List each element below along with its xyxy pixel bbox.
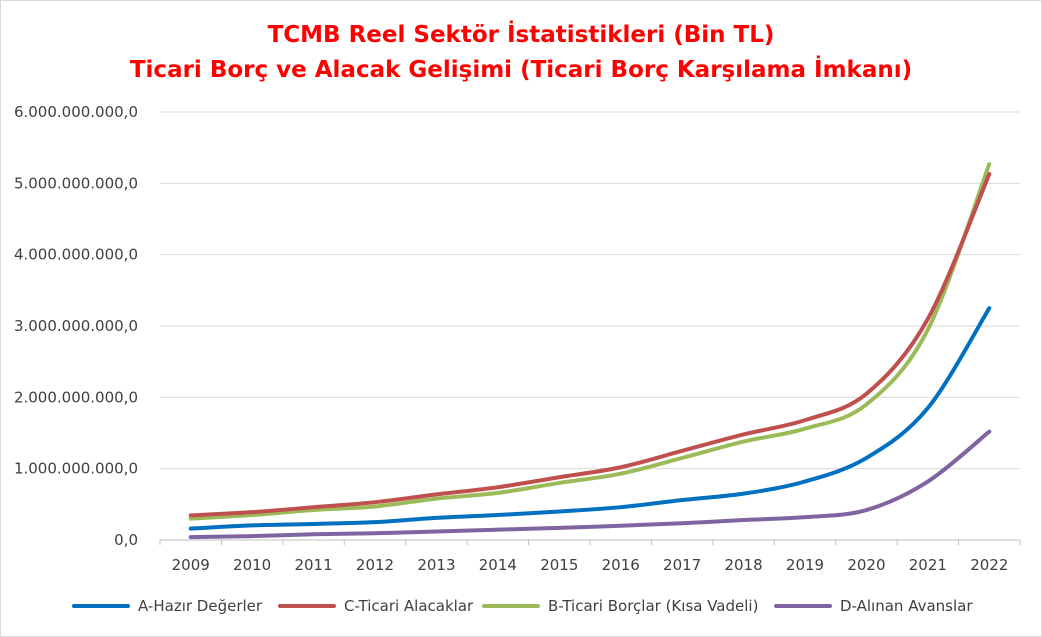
series-line-c-ticari-alacaklar [188,172,992,518]
y-tick-label: 2.000.000.000,0 [14,388,138,406]
series-line-a-hazir-degerler [188,306,992,531]
x-tick-label: 2013 [417,556,455,574]
legend: A-Hazır Değerler C-Ticari Alacaklar B-Tica… [0,594,1042,618]
x-tick-label: 2021 [909,556,947,574]
y-tick-label: 0,0 [114,531,138,549]
series-lines [188,162,992,540]
legend-swatch [482,604,540,608]
x-tick-label: 2012 [356,556,394,574]
legend-swatch [774,604,832,608]
y-tick-label: 4.000.000.000,0 [14,246,138,264]
legend-label: A-Hazır Değerler [138,597,263,615]
x-tick-label: 2019 [786,556,824,574]
x-tick-label: 2015 [540,556,578,574]
y-tick-label: 6.000.000.000,0 [14,103,138,121]
x-tick-label: 2009 [172,556,210,574]
x-tick-label: 2014 [479,556,517,574]
x-tick-label: 2022 [970,556,1008,574]
legend-item-a-hazir-degerler: A-Hazır Değerler [72,594,262,618]
legend-label: C-Ticari Alacaklar [344,597,474,615]
series-line-d-alinan-avanslar [188,429,992,540]
legend-item-b-ticari-borclar-kisa-vadeli: B-Ticari Borçlar (Kısa Vadeli) [482,594,758,618]
x-tick-label: 2017 [663,556,701,574]
x-tick-label: 2020 [847,556,885,574]
x-tick-label: 2018 [724,556,762,574]
legend-label: B-Ticari Borçlar (Kısa Vadeli) [548,597,759,615]
x-tick-label: 2011 [294,556,332,574]
legend-label: D-Alınan Avanslar [840,597,973,615]
y-tick-label: 3.000.000.000,0 [14,317,138,335]
series-line-b-ticari-borclar-kisa-vadeli [188,162,992,521]
x-tick-label: 2016 [602,556,640,574]
chart-title: TCMB Reel Sektör İstatistikleri (Bin TL) [267,22,775,48]
grid-lines [160,111,1020,541]
y-tick-label: 1.000.000.000,0 [14,460,138,478]
legend-swatch [278,604,336,608]
legend-item-d-alinan-avanslar: D-Alınan Avanslar [774,594,973,618]
x-tick-label: 2010 [233,556,271,574]
legend-swatch [72,604,130,608]
y-axis-tick-labels: 0,0 1.000.000.000,0 2.000.000.000,0 3.000.0… [14,103,138,549]
chart-subtitle: Ticari Borç ve Alacak Gelişimi (Ticari B… [129,57,913,83]
legend-item-c-ticari-alacaklar: C-Ticari Alacaklar [278,594,473,618]
x-axis-tick-labels: 2009 2010 2011 2012 2013 2014 2015 2016 2017 2018… [159,540,1021,574]
y-tick-label: 5.000.000.000,0 [14,174,138,192]
